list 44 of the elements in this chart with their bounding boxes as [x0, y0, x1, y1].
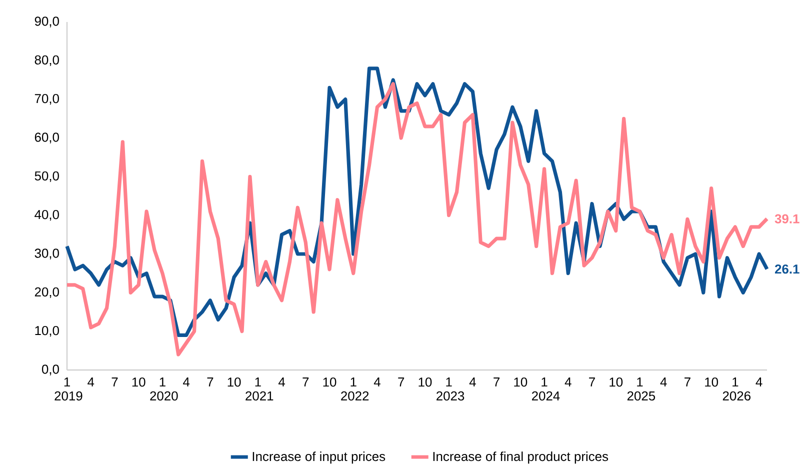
data-label: 39.1	[774, 214, 800, 224]
x-tick-label: 4	[564, 378, 572, 386]
data-label: 26.1	[774, 264, 800, 274]
legend-label: Increase of final product prices	[433, 452, 608, 464]
x-tick-label: 10	[418, 378, 432, 387]
y-tick-label: 50,0	[34, 171, 59, 182]
y-tick-label: 10,0	[35, 326, 59, 337]
x-tick-label: 4	[374, 378, 380, 386]
y-tick-label: 0,0	[42, 364, 59, 376]
x-tick-label: 7	[112, 378, 118, 386]
x-tick-label: 7	[302, 378, 309, 386]
y-tick-label: 40,0	[34, 210, 59, 221]
x-tick-label: 10	[132, 378, 146, 387]
x-tick-label: 4	[183, 378, 190, 386]
x-tick-label: 7	[207, 378, 214, 386]
y-tick-label: 60,0	[34, 132, 59, 144]
x-tick-label: 1 2022	[341, 378, 369, 400]
x-tick-label: 10	[228, 378, 241, 387]
x-tick-label: 1 2021	[246, 378, 274, 400]
y-tick-label: 80,0	[34, 55, 59, 66]
x-tick-label: 10	[610, 378, 623, 387]
x-tick-label: 7	[684, 378, 690, 386]
x-tick-label: 1 2019	[54, 378, 82, 400]
x-tick-label: 7	[589, 378, 595, 386]
x-tick-label: 4	[278, 378, 285, 386]
x-tick-label: 1 2023	[436, 378, 464, 400]
y-tick-label: 70,0	[34, 94, 59, 105]
x-tick-label: 7	[398, 378, 404, 386]
x-tick-label: 4	[660, 378, 667, 386]
y-tick-label: 90,0	[34, 16, 59, 28]
x-tick-label: 4	[469, 378, 476, 386]
x-tick-label: 10	[323, 378, 336, 387]
legend-label: Increase of input prices	[252, 452, 386, 464]
x-tick-label: 4	[88, 378, 94, 386]
x-tick-label: 10	[514, 378, 528, 387]
x-tick-label: 10	[705, 378, 718, 387]
x-tick-label: 1 2024	[532, 378, 560, 400]
x-tick-label: 7	[494, 378, 500, 386]
x-tick-label: 1 2020	[150, 378, 178, 400]
y-tick-label: 30,0	[34, 248, 59, 260]
x-tick-label: 1 2026	[722, 378, 750, 400]
x-tick-label: 4	[756, 378, 762, 386]
y-tick-label: 20,0	[34, 287, 59, 298]
x-tick-label: 1 2025	[627, 378, 656, 400]
